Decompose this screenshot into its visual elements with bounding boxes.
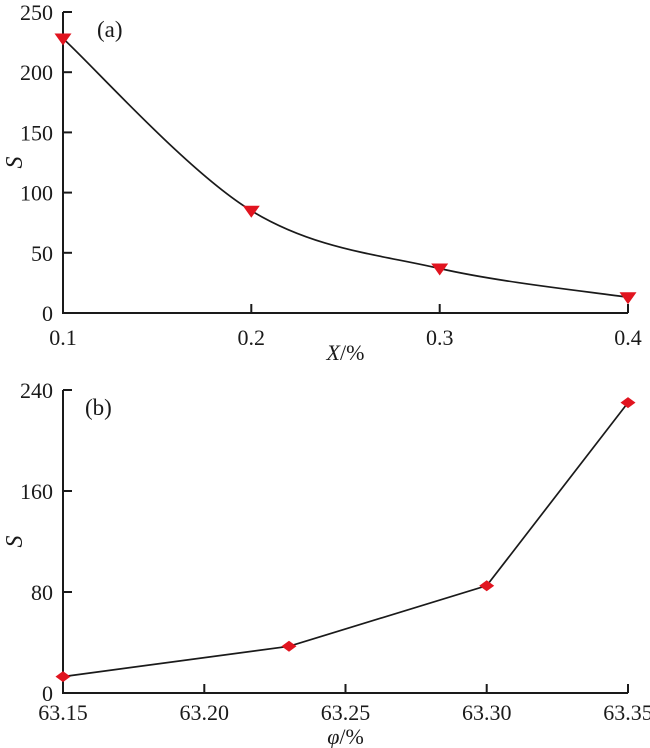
data-line (62, 402, 629, 678)
x-tick-label: 0.3 (426, 325, 454, 350)
x-tick-label: 63.20 (180, 700, 230, 725)
chart-b-canvas: 0 80 160 240 63.15 63.20 63.25 63.30 63.35 φ/% S (b… (2, 378, 650, 748)
x-tick-label: 63.30 (462, 700, 512, 725)
x-tick-label: 63.15 (38, 700, 88, 725)
x-tick-label: 0.4 (614, 325, 642, 350)
y-tick-label: 0 (42, 681, 53, 706)
y-tick-label: 0 (42, 301, 53, 326)
diamond-marker (479, 580, 495, 592)
diamond-marker (620, 397, 636, 409)
y-tick-label: 240 (20, 378, 53, 403)
y-tick-label: 250 (20, 0, 53, 25)
y-tick-label: 150 (20, 120, 53, 145)
triangle-down-marker (242, 205, 260, 218)
y-tick-label: 80 (31, 580, 53, 605)
triangle-down-marker (619, 292, 637, 305)
y-axis-label: S (2, 157, 28, 169)
axis-spines (62, 12, 628, 314)
diamond-marker (281, 640, 297, 652)
chart-a-canvas: 0 50 100 150 200 250 0.1 0.2 0.3 0.4 X/% S (a) (2, 0, 642, 365)
y-tick-label: 50 (31, 241, 53, 266)
x-tick-label: 0.2 (238, 325, 266, 350)
y-tick-label: 160 (20, 479, 53, 504)
data-line (62, 37, 629, 299)
axis-spines (62, 390, 628, 694)
panel-label: (a) (97, 17, 123, 42)
triangle-down-marker (54, 33, 72, 46)
x-tick-label: 63.25 (321, 700, 371, 725)
diamond-marker (55, 671, 71, 683)
triangle-down-marker (431, 263, 449, 276)
y-tick-label: 100 (20, 181, 53, 206)
x-axis-label: X/% (326, 340, 365, 365)
y-axis-label: S (2, 536, 28, 548)
x-axis-label: φ/% (327, 724, 364, 748)
x-tick-label: 0.1 (49, 325, 77, 350)
x-tick-label: 63.35 (603, 700, 650, 725)
panel-label: (b) (85, 395, 112, 420)
y-tick-label: 200 (20, 60, 53, 85)
